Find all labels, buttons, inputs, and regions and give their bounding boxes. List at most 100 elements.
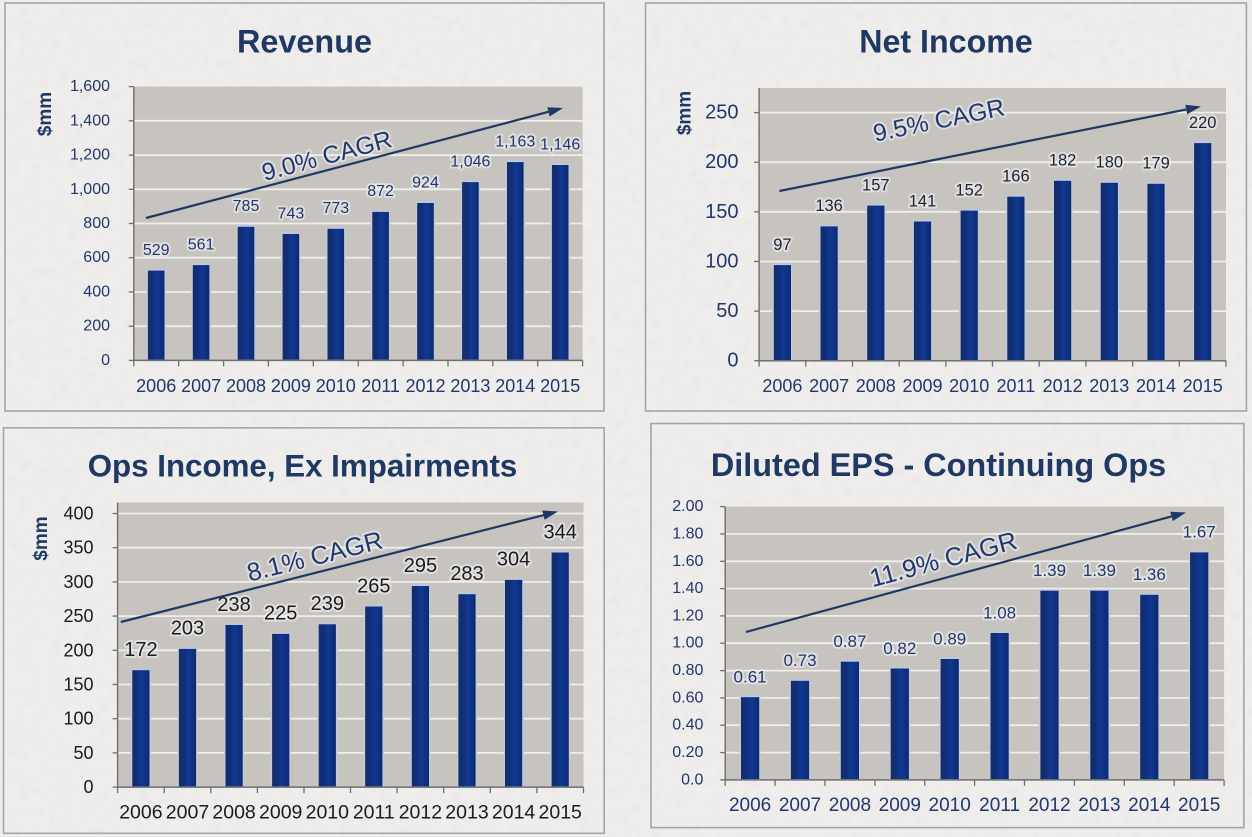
svg-text:182: 182 [1049, 152, 1077, 170]
svg-text:2009: 2009 [271, 376, 311, 396]
svg-text:$mm: $mm [35, 92, 56, 136]
svg-text:743: 743 [278, 205, 305, 222]
svg-text:2007: 2007 [809, 376, 849, 396]
svg-text:1,046: 1,046 [450, 153, 490, 170]
svg-text:1.36: 1.36 [1133, 565, 1166, 584]
svg-text:400: 400 [83, 283, 110, 300]
svg-text:220: 220 [1189, 114, 1217, 132]
svg-text:2011: 2011 [979, 795, 1020, 816]
svg-text:0: 0 [727, 350, 738, 372]
svg-text:200: 200 [705, 151, 738, 173]
svg-text:0.40: 0.40 [672, 717, 703, 734]
svg-text:$mm: $mm [31, 516, 52, 560]
svg-text:2009: 2009 [902, 376, 942, 396]
svg-text:166: 166 [1002, 168, 1030, 186]
svg-text:1.39: 1.39 [1083, 561, 1116, 580]
svg-text:180: 180 [1096, 154, 1124, 172]
svg-text:Diluted EPS - Continuing Ops: Diluted EPS - Continuing Ops [711, 447, 1166, 483]
svg-text:295: 295 [404, 555, 437, 577]
svg-text:2008: 2008 [226, 376, 266, 396]
svg-text:1,163: 1,163 [495, 133, 535, 150]
svg-text:152: 152 [955, 181, 983, 199]
svg-text:2008: 2008 [856, 376, 896, 396]
svg-text:0.60: 0.60 [672, 689, 703, 706]
svg-text:1,200: 1,200 [70, 147, 110, 164]
svg-text:785: 785 [233, 198, 260, 215]
svg-text:2014: 2014 [495, 376, 535, 396]
svg-text:225: 225 [264, 603, 297, 625]
svg-text:1,146: 1,146 [540, 136, 580, 153]
svg-text:2007: 2007 [779, 795, 821, 816]
svg-text:350: 350 [63, 538, 93, 558]
svg-text:Net Income: Net Income [859, 24, 1033, 60]
svg-text:872: 872 [367, 183, 394, 200]
svg-text:561: 561 [188, 236, 215, 253]
svg-text:773: 773 [322, 200, 349, 217]
svg-text:2014: 2014 [1136, 376, 1176, 396]
svg-text:1.20: 1.20 [672, 607, 703, 624]
svg-text:2014: 2014 [1128, 795, 1171, 816]
svg-text:1.08: 1.08 [983, 603, 1016, 622]
svg-text:2015: 2015 [540, 376, 580, 396]
svg-text:2008: 2008 [212, 802, 255, 824]
svg-text:100: 100 [63, 709, 93, 729]
svg-text:265: 265 [357, 575, 390, 597]
svg-text:0.80: 0.80 [672, 662, 703, 679]
svg-text:250: 250 [705, 102, 738, 124]
svg-text:0.87: 0.87 [833, 632, 866, 651]
svg-text:400: 400 [63, 504, 93, 524]
svg-text:50: 50 [73, 743, 93, 763]
svg-text:250: 250 [63, 606, 93, 626]
svg-text:0.73: 0.73 [783, 651, 816, 670]
svg-text:2007: 2007 [166, 802, 209, 824]
svg-text:2007: 2007 [181, 376, 221, 396]
svg-text:0: 0 [83, 777, 93, 797]
svg-text:141: 141 [909, 192, 937, 210]
svg-text:0.89: 0.89 [933, 629, 966, 648]
svg-text:2011: 2011 [997, 376, 1036, 396]
svg-text:$mm: $mm [674, 91, 695, 135]
svg-text:0.82: 0.82 [883, 639, 916, 658]
svg-text:344: 344 [544, 521, 577, 543]
svg-text:2010: 2010 [929, 795, 971, 816]
svg-text:239: 239 [311, 593, 344, 615]
svg-text:50: 50 [716, 300, 738, 322]
svg-text:2010: 2010 [306, 802, 350, 824]
svg-text:283: 283 [450, 563, 483, 585]
svg-text:2010: 2010 [949, 376, 989, 396]
svg-text:2015: 2015 [1178, 795, 1220, 816]
svg-text:100: 100 [705, 251, 738, 273]
svg-text:2013: 2013 [445, 802, 488, 824]
svg-text:1,400: 1,400 [70, 112, 110, 129]
svg-text:Ops Income, Ex Impairments: Ops Income, Ex Impairments [88, 449, 518, 484]
svg-text:2012: 2012 [399, 802, 442, 824]
svg-text:179: 179 [1142, 155, 1170, 173]
svg-text:300: 300 [63, 572, 93, 592]
svg-text:0.61: 0.61 [734, 668, 767, 687]
svg-text:203: 203 [171, 618, 204, 640]
svg-text:2012: 2012 [1028, 795, 1070, 816]
svg-text:2013: 2013 [1089, 376, 1129, 396]
svg-text:2015: 2015 [539, 802, 583, 824]
svg-text:529: 529 [143, 242, 170, 259]
svg-text:1.40: 1.40 [672, 580, 703, 597]
svg-text:Revenue: Revenue [237, 24, 372, 60]
svg-text:2013: 2013 [1078, 795, 1120, 816]
svg-text:2.00: 2.00 [672, 498, 703, 515]
svg-text:150: 150 [63, 675, 93, 695]
svg-text:1.60: 1.60 [672, 553, 703, 570]
svg-text:0.20: 0.20 [672, 744, 703, 761]
svg-text:172: 172 [124, 639, 157, 661]
svg-text:924: 924 [412, 174, 439, 191]
svg-text:2014: 2014 [492, 802, 536, 824]
svg-text:2012: 2012 [405, 376, 445, 396]
svg-text:157: 157 [862, 176, 890, 194]
svg-text:2015: 2015 [1183, 376, 1223, 396]
svg-text:2011: 2011 [361, 376, 400, 396]
svg-text:304: 304 [497, 549, 530, 571]
svg-text:200: 200 [63, 640, 93, 660]
svg-text:2009: 2009 [259, 802, 302, 824]
svg-text:2006: 2006 [729, 795, 771, 816]
svg-text:1.00: 1.00 [672, 635, 703, 652]
svg-text:200: 200 [83, 318, 110, 335]
